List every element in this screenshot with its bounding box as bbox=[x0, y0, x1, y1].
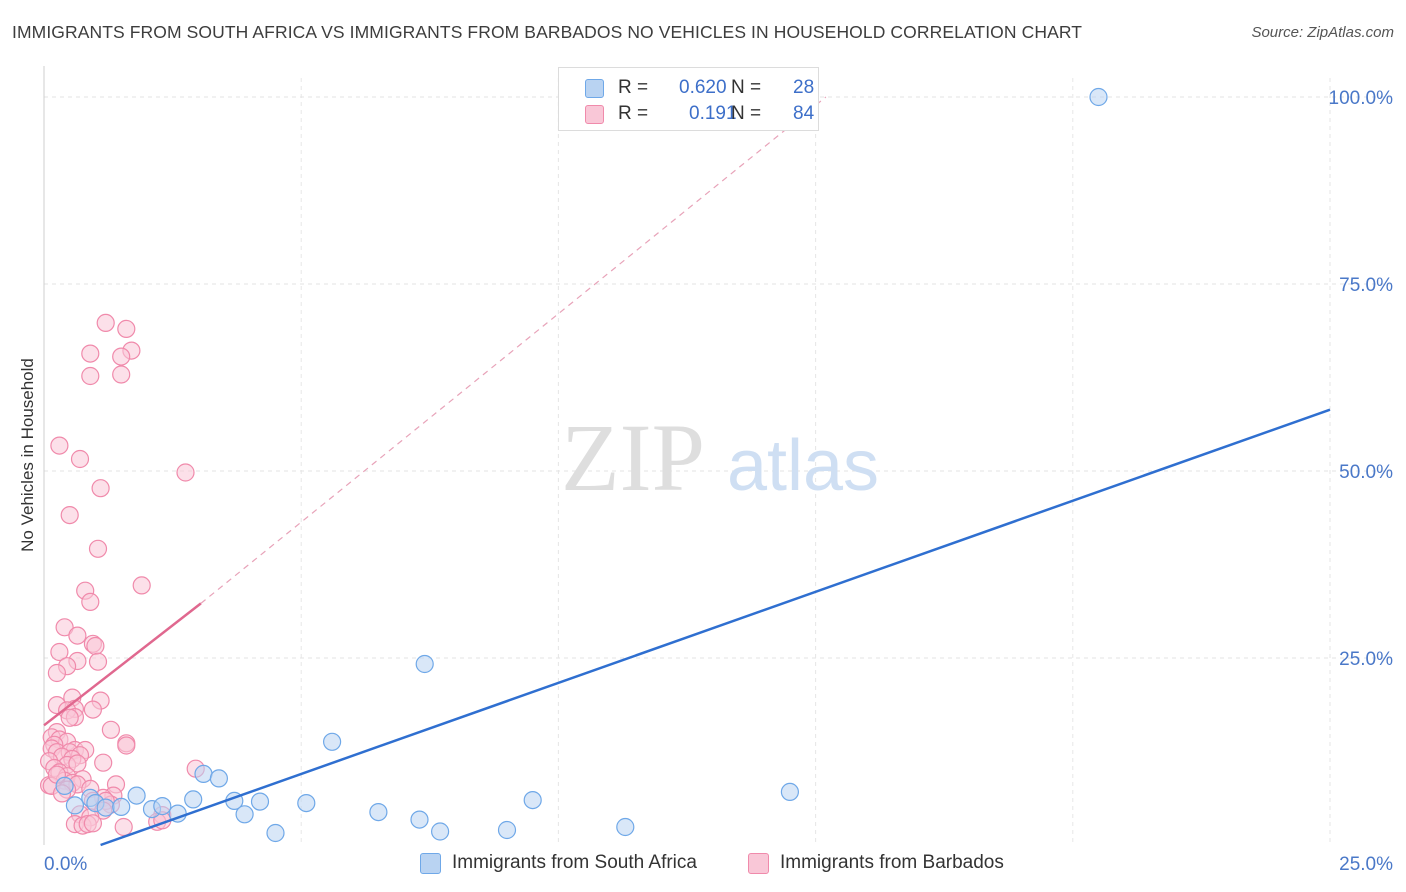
legend-r-label: R = bbox=[618, 77, 649, 98]
y-tick-label: 50.0% bbox=[1339, 462, 1393, 483]
x-tick-label: 25.0% bbox=[1339, 854, 1393, 875]
data-point bbox=[83, 700, 103, 719]
correlation-legend: R = 0.620 N = 28 R = 0.191 N = 84 bbox=[558, 67, 819, 131]
gridlines bbox=[43, 66, 1394, 845]
data-point bbox=[112, 797, 131, 817]
data-point bbox=[1089, 87, 1108, 107]
data-point bbox=[153, 796, 172, 816]
legend-label-south-africa: Immigrants from South Africa bbox=[452, 852, 697, 873]
data-point bbox=[94, 753, 113, 772]
data-point bbox=[112, 347, 131, 366]
data-point bbox=[50, 436, 69, 455]
data-point bbox=[194, 764, 213, 784]
y-axis-label: No Vehicles in Household bbox=[18, 358, 37, 552]
data-point bbox=[117, 319, 136, 338]
legend-n-value: 84 bbox=[793, 103, 815, 124]
legend-label-barbados: Immigrants from Barbados bbox=[780, 852, 1004, 873]
data-point bbox=[132, 576, 151, 595]
data-point bbox=[88, 539, 108, 558]
x-tick-label: 0.0% bbox=[44, 854, 87, 875]
trend-line-barbados bbox=[43, 602, 202, 727]
data-point bbox=[235, 805, 254, 824]
data-point bbox=[96, 313, 115, 332]
y-tick-label: 75.0% bbox=[1339, 275, 1393, 296]
legend-swatch-south-africa bbox=[420, 853, 441, 874]
data-point bbox=[266, 823, 285, 843]
data-point bbox=[55, 618, 74, 637]
data-point bbox=[523, 790, 542, 810]
data-point bbox=[176, 463, 195, 482]
data-point bbox=[369, 802, 388, 822]
data-point bbox=[184, 790, 203, 809]
axis-tick-labels: 25.0% 50.0% 75.0% 100.0% 0.0% 25.0% bbox=[44, 88, 1393, 875]
data-point bbox=[91, 479, 110, 498]
trend-line-barbados-extension bbox=[200, 96, 827, 604]
south-africa-points bbox=[55, 87, 1108, 843]
legend-n-label: N = bbox=[731, 77, 762, 98]
data-point bbox=[112, 365, 131, 384]
data-point bbox=[55, 776, 74, 796]
watermark-atlas: atlas bbox=[727, 426, 879, 506]
data-point bbox=[127, 786, 146, 805]
legend-swatch-barbados bbox=[585, 105, 604, 124]
data-point bbox=[323, 732, 342, 751]
data-point bbox=[81, 344, 100, 363]
legend-r-value: 0.620 bbox=[679, 77, 727, 98]
data-point bbox=[415, 654, 434, 674]
legend-swatch-barbados bbox=[748, 853, 769, 874]
data-point bbox=[65, 796, 85, 815]
data-point bbox=[616, 817, 635, 837]
data-point bbox=[497, 820, 517, 840]
data-point bbox=[101, 720, 121, 739]
data-point bbox=[114, 817, 133, 837]
trend-lines bbox=[43, 96, 1331, 847]
data-point bbox=[70, 449, 90, 469]
data-point bbox=[83, 814, 103, 833]
legend-r-label: R = bbox=[618, 103, 649, 124]
legend-swatch-south-africa bbox=[585, 79, 604, 98]
data-point bbox=[96, 798, 115, 817]
watermark-zip: ZIP bbox=[561, 404, 705, 511]
data-point bbox=[47, 663, 67, 683]
data-point bbox=[60, 505, 79, 525]
data-point bbox=[81, 366, 100, 386]
chart-title: IMMIGRANTS FROM SOUTH AFRICA VS IMMIGRAN… bbox=[12, 22, 1083, 42]
data-point bbox=[81, 592, 100, 612]
data-point bbox=[50, 642, 69, 662]
y-tick-label: 25.0% bbox=[1339, 649, 1393, 670]
trend-line-south-africa bbox=[100, 408, 1331, 847]
data-point bbox=[60, 708, 79, 727]
data-point bbox=[88, 652, 108, 671]
data-point bbox=[209, 769, 228, 788]
data-point bbox=[297, 793, 316, 813]
legend-r-value: 0.191 bbox=[689, 103, 737, 124]
source-credit: Source: ZipAtlas.com bbox=[1251, 24, 1394, 41]
data-point bbox=[780, 782, 800, 802]
data-point bbox=[68, 626, 87, 645]
data-point bbox=[431, 822, 450, 841]
data-point bbox=[410, 810, 429, 829]
y-tick-label: 100.0% bbox=[1329, 88, 1394, 109]
data-point bbox=[117, 736, 136, 755]
barbados-points bbox=[39, 313, 205, 837]
legend-n-value: 28 bbox=[793, 77, 815, 98]
data-point bbox=[86, 636, 105, 656]
data-point bbox=[250, 792, 270, 811]
legend-n-label: N = bbox=[731, 103, 762, 124]
